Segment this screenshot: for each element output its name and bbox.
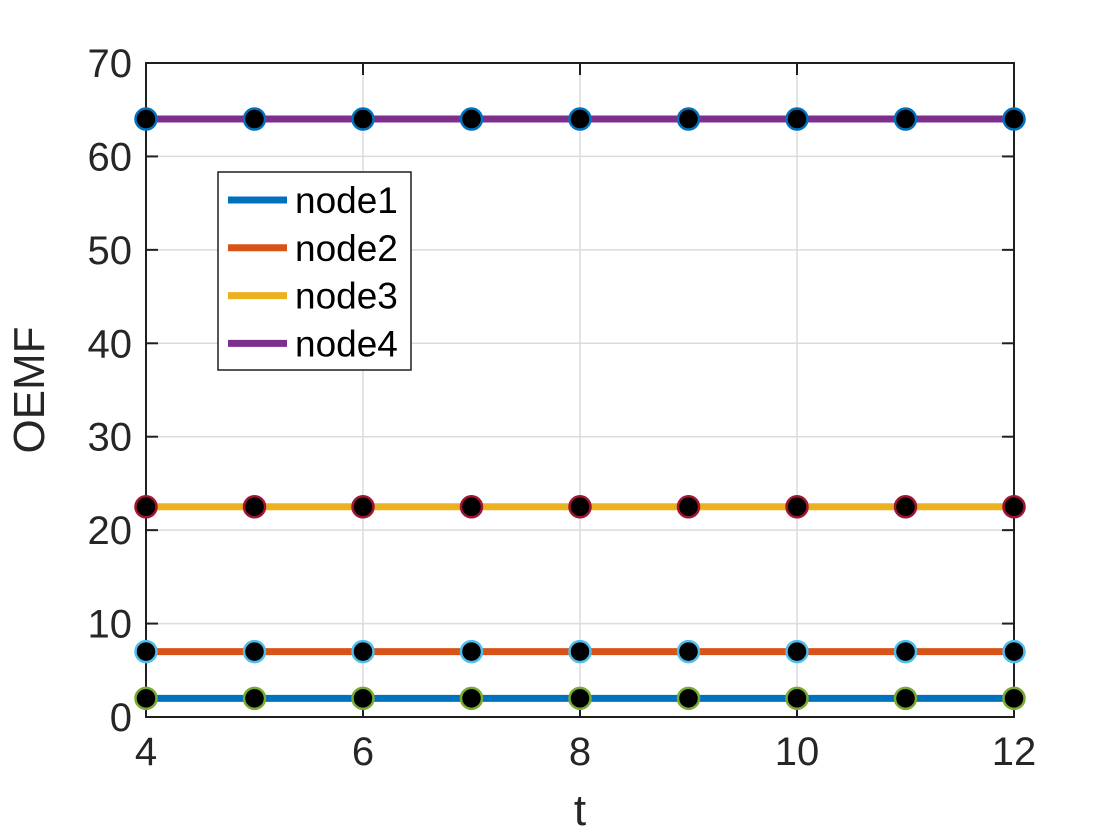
legend-label-node2: node2	[295, 228, 398, 269]
marker-node1-t4	[134, 686, 158, 711]
marker-node1-t8	[568, 686, 592, 711]
marker-node3-t6	[351, 495, 375, 519]
legend-label-node3: node3	[295, 276, 398, 317]
marker-node4-t11	[893, 107, 918, 131]
marker-node4-t5	[242, 107, 267, 131]
x-axis-label: t	[574, 786, 586, 835]
marker-node4-t9	[676, 107, 701, 131]
marker-node4-t12	[1002, 107, 1026, 131]
legend-label-node1: node1	[295, 180, 398, 221]
y-tick-label-50: 50	[88, 229, 133, 273]
marker-node1-t11	[893, 686, 918, 711]
marker-node4-t7	[459, 107, 484, 131]
marker-node3-t7	[459, 495, 484, 519]
y-tick-label-0: 0	[110, 696, 132, 740]
marker-node1-t9	[676, 686, 701, 711]
marker-node4-t8	[568, 107, 592, 131]
marker-node3-t8	[568, 495, 592, 519]
marker-node2-t5	[242, 639, 267, 664]
x-tick-label-10: 10	[775, 730, 820, 774]
marker-node2-t12	[1002, 639, 1026, 664]
marker-node2-t9	[676, 639, 701, 664]
marker-node3-t4	[134, 495, 158, 519]
y-axis-label: OEMF	[5, 326, 54, 453]
marker-node3-t10	[785, 495, 809, 519]
marker-node3-t9	[676, 495, 701, 519]
marker-node3-t5	[242, 495, 267, 519]
marker-node2-t7	[459, 639, 484, 664]
x-tick-label-6: 6	[352, 730, 374, 774]
marker-node2-t10	[785, 639, 809, 664]
marker-node3-t12	[1002, 495, 1026, 519]
y-tick-label-30: 30	[88, 416, 133, 460]
marker-node4-t6	[351, 107, 375, 131]
marker-node1-t12	[1002, 686, 1026, 711]
marker-node2-t4	[134, 639, 158, 664]
marker-node1-t6	[351, 686, 375, 711]
legend-label-node4: node4	[295, 323, 398, 364]
marker-node1-t10	[785, 686, 809, 711]
x-tick-label-4: 4	[135, 730, 157, 774]
legend-box	[217, 171, 412, 371]
marker-node4-t4	[134, 107, 158, 131]
y-tick-label-40: 40	[88, 322, 133, 366]
y-tick-label-70: 70	[88, 42, 133, 86]
y-tick-label-20: 20	[88, 509, 133, 553]
marker-node2-t6	[351, 639, 375, 664]
marker-node2-t8	[568, 639, 592, 664]
marker-node3-t11	[893, 495, 918, 519]
marker-node2-t11	[893, 639, 918, 664]
marker-node4-t10	[785, 107, 809, 131]
x-tick-label-12: 12	[992, 730, 1037, 774]
x-tick-label-8: 8	[569, 730, 591, 774]
marker-node1-t7	[459, 686, 484, 711]
y-tick-label-10: 10	[88, 603, 133, 647]
y-tick-label-60: 60	[88, 135, 133, 179]
marker-node1-t5	[242, 686, 267, 711]
